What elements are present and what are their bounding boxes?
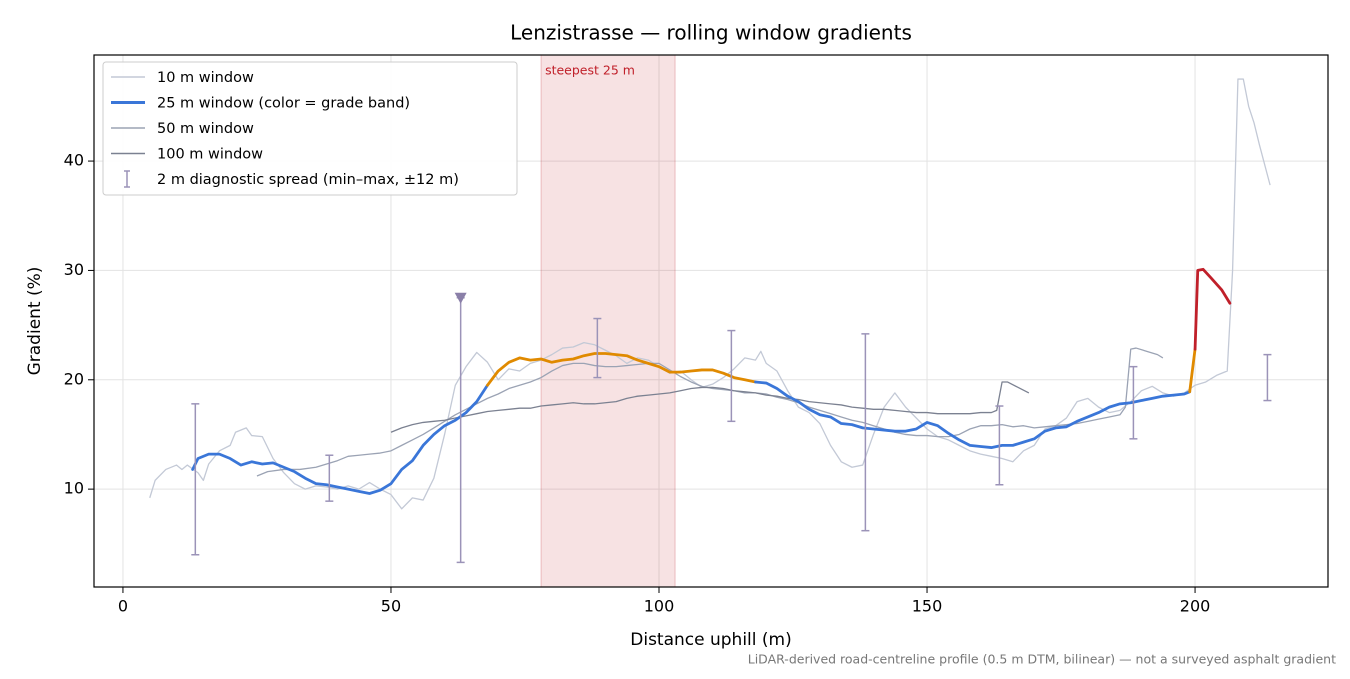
series-line-band [1193, 267, 1232, 351]
legend-label: 25 m window (color = grade band) [157, 96, 410, 112]
legend-label: 2 m diagnostic spread (min–max, ±12 m) [157, 172, 459, 188]
series-line-band [486, 352, 757, 387]
y-tick-label: 30 [64, 260, 84, 279]
x-tick-label: 100 [644, 597, 675, 616]
shaded-region [540, 55, 676, 587]
x-tick-label: 150 [912, 597, 943, 616]
series-line [256, 347, 1164, 477]
footnote: LiDAR-derived road-centreline profile (0… [748, 652, 1336, 667]
series-line [149, 78, 1271, 510]
x-axis-label: Distance uphill (m) [630, 630, 791, 650]
y-axis-label: Gradient (%) [25, 267, 45, 376]
legend-label: 50 m window [157, 121, 254, 137]
y-tick-label: 20 [64, 369, 84, 388]
legend-label: 100 m window [157, 147, 263, 163]
legend-label: 10 m window [157, 70, 254, 86]
peak-marker [454, 292, 467, 304]
x-tick-label: 200 [1180, 597, 1211, 616]
y-tick-label: 40 [64, 151, 84, 170]
series-line-band [1188, 347, 1197, 394]
chart-title: Lenzistrasse — rolling window gradients [510, 21, 912, 45]
y-tick-label: 10 [64, 479, 84, 498]
series-line-band [191, 383, 489, 495]
legend: 10 m window 25 m window (color = grade ba… [102, 61, 518, 196]
series-line [390, 381, 1030, 433]
series-line-band [754, 380, 1192, 449]
plot-lines [149, 78, 1272, 564]
x-tick-label: 0 [118, 597, 128, 616]
plot-underlay [94, 55, 1328, 587]
plot-frame [93, 54, 1329, 588]
x-tick-label: 50 [381, 597, 401, 616]
legend-frame [102, 61, 518, 196]
shaded-region-label: steepest 25 m [545, 63, 635, 78]
